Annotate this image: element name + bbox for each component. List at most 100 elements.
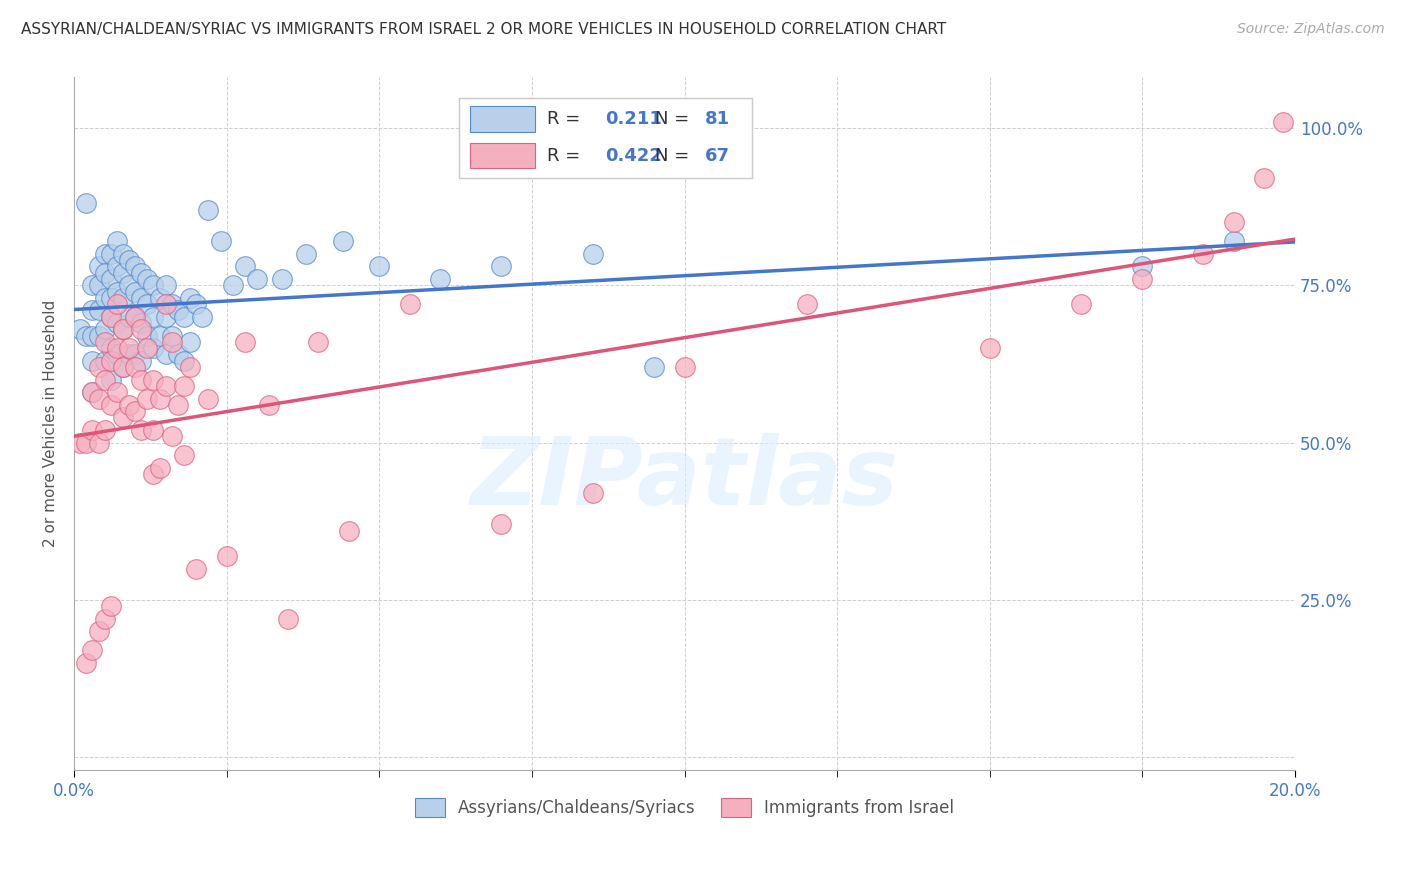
Point xyxy=(105,260,128,274)
Point xyxy=(307,334,329,349)
Point xyxy=(129,322,152,336)
Point xyxy=(82,303,104,318)
Point xyxy=(129,316,152,330)
Point xyxy=(111,246,134,260)
Point xyxy=(673,359,696,374)
Point xyxy=(82,278,104,293)
Point xyxy=(491,517,513,532)
Point xyxy=(75,328,97,343)
Point xyxy=(491,260,513,274)
Point xyxy=(398,297,420,311)
Point xyxy=(118,398,141,412)
Point xyxy=(155,347,177,361)
Point xyxy=(100,272,122,286)
Point xyxy=(87,260,110,274)
Point xyxy=(82,353,104,368)
Point xyxy=(124,347,146,361)
Point xyxy=(136,297,159,311)
Point xyxy=(142,467,165,481)
Point xyxy=(173,353,195,368)
Point xyxy=(160,297,183,311)
Point xyxy=(105,385,128,400)
Point xyxy=(105,347,128,361)
Point xyxy=(233,260,256,274)
Point xyxy=(105,297,128,311)
Point xyxy=(93,423,115,437)
Point xyxy=(136,341,159,355)
Point xyxy=(197,202,219,217)
Point xyxy=(75,435,97,450)
Point xyxy=(1132,272,1154,286)
Point xyxy=(129,423,152,437)
Point xyxy=(93,353,115,368)
Point xyxy=(82,423,104,437)
Point xyxy=(1223,215,1246,229)
Y-axis label: 2 or more Vehicles in Household: 2 or more Vehicles in Household xyxy=(44,300,58,548)
Point xyxy=(148,291,170,305)
Point xyxy=(1223,234,1246,248)
Point xyxy=(75,656,97,670)
Point xyxy=(155,297,177,311)
Point xyxy=(142,310,165,324)
Point xyxy=(129,353,152,368)
Point xyxy=(295,246,318,260)
Point xyxy=(82,385,104,400)
Point xyxy=(124,285,146,299)
Point xyxy=(93,291,115,305)
Point xyxy=(124,359,146,374)
Point xyxy=(105,341,128,355)
Point xyxy=(148,328,170,343)
Point xyxy=(148,392,170,406)
Text: Source: ZipAtlas.com: Source: ZipAtlas.com xyxy=(1237,22,1385,37)
Point xyxy=(167,303,190,318)
Point xyxy=(160,429,183,443)
Point xyxy=(979,341,1001,355)
Point xyxy=(93,266,115,280)
Point xyxy=(111,291,134,305)
Point xyxy=(142,423,165,437)
Point xyxy=(186,297,208,311)
Point xyxy=(82,643,104,657)
Point xyxy=(136,392,159,406)
Point xyxy=(87,328,110,343)
Point xyxy=(100,310,122,324)
Point xyxy=(136,328,159,343)
Point xyxy=(160,334,183,349)
Point xyxy=(148,460,170,475)
Point xyxy=(111,266,134,280)
Point xyxy=(129,291,152,305)
Point xyxy=(124,404,146,418)
Point xyxy=(129,373,152,387)
Point xyxy=(332,234,354,248)
Point xyxy=(100,246,122,260)
Point xyxy=(277,612,299,626)
Point xyxy=(111,322,134,336)
Point xyxy=(87,359,110,374)
Point xyxy=(87,624,110,639)
Point xyxy=(100,341,122,355)
Point xyxy=(1070,297,1092,311)
Point xyxy=(87,278,110,293)
Legend: Assyrians/Chaldeans/Syriacs, Immigrants from Israel: Assyrians/Chaldeans/Syriacs, Immigrants … xyxy=(408,791,960,824)
Point xyxy=(1253,171,1275,186)
Point xyxy=(118,278,141,293)
Point xyxy=(136,272,159,286)
Point xyxy=(75,196,97,211)
Point xyxy=(1192,246,1215,260)
Point xyxy=(105,285,128,299)
Point xyxy=(100,353,122,368)
Point xyxy=(111,410,134,425)
Point xyxy=(643,359,665,374)
Point xyxy=(582,486,605,500)
Point xyxy=(215,549,238,563)
Point xyxy=(93,334,115,349)
Point xyxy=(87,435,110,450)
Point xyxy=(69,435,91,450)
Point xyxy=(82,385,104,400)
Point xyxy=(118,347,141,361)
Point xyxy=(124,310,146,324)
Point xyxy=(93,612,115,626)
Point xyxy=(582,246,605,260)
Point xyxy=(179,291,201,305)
Point xyxy=(129,266,152,280)
